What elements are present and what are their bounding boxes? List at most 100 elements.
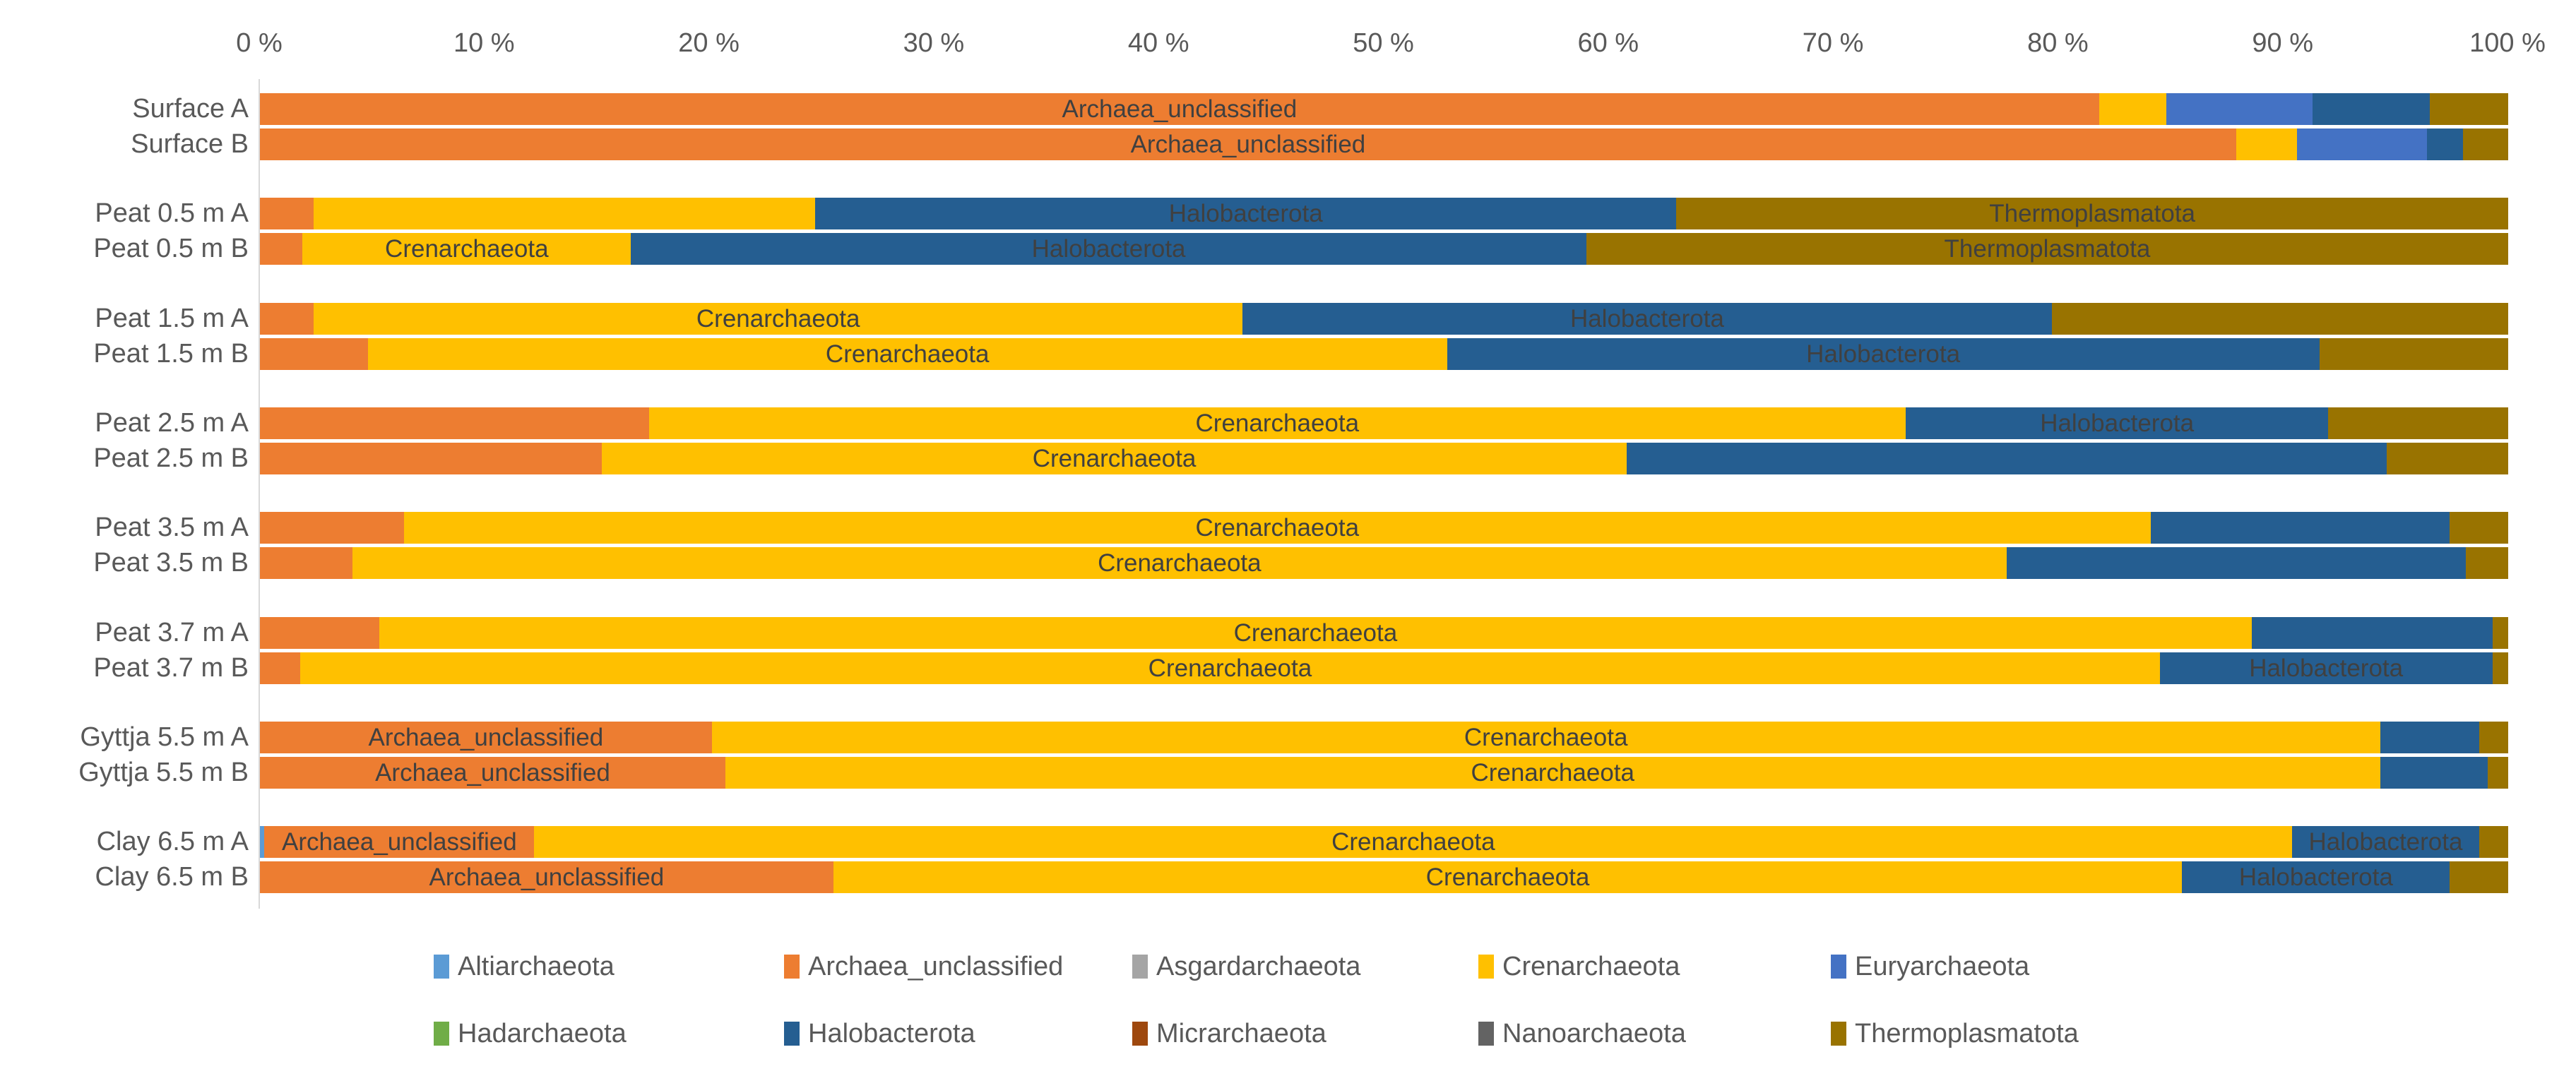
bar-segment-thermoplasmatota [2051,303,2508,335]
bar-surface-b: Archaea_unclassified [260,128,2508,160]
segment-data-label: Halobacterota [1569,305,1724,333]
bar-segment-crenarchaeota: Crenarchaeota [403,512,2151,544]
bar-segment-archaea_unclassified [260,547,352,579]
category-label: Peat 3.7 m A [95,618,249,647]
legend-item-asgardarchaeota: Asgardarchaeota [1132,950,1360,983]
legend-swatch-icon [1478,955,1494,979]
x-axis-tick-label: 40 % [1127,28,1189,58]
legend-swatch-icon [434,955,449,979]
legend-swatch-icon [1831,1022,1846,1046]
segment-data-label: Archaea_unclassified [281,828,517,856]
legend-label: Altiarchaeota [458,951,615,981]
bar-segment-thermoplasmatota [2488,757,2508,789]
legend-label: Asgardarchaeota [1156,951,1361,981]
bar-peat-1-5-m-b: Crenarchaeota Halobacterota [260,338,2508,370]
bar-segment-thermoplasmatota [2429,93,2508,125]
bar-segment-halobacterota [2380,722,2479,753]
x-axis-tick-label: 100 % [2469,28,2546,58]
bar-segment-crenarchaeota: Crenarchaeota [711,722,2380,753]
legend-swatch-icon [1132,955,1148,979]
bar-segment-halobacterota: Halobacterota [2159,652,2493,684]
segment-data-label: Halobacterota [1031,235,1186,263]
category-label: Peat 1.5 m B [93,339,249,369]
bar-segment-halobacterota: Halobacterota [815,198,1677,229]
bar-gyttja-5-5-m-b: Archaea_unclassified Crenarchaeota [260,757,2508,789]
segment-data-label: Halobacterota [2040,410,2195,437]
segment-data-label: Crenarchaeota [1471,759,1634,787]
bar-segment-altiarchaeota [260,826,265,858]
legend-label: Archaea_unclassified [808,951,1064,981]
segment-data-label: Archaea_unclassified [375,759,610,787]
segment-data-label: Crenarchaeota [1148,654,1312,682]
bar-segment-archaea_unclassified: Archaea_unclassified [260,861,833,893]
legend-label: Euryarchaeota [1855,951,2030,981]
segment-data-label: Thermoplasmatota [1944,235,2151,263]
bar-peat-3-5-m-b: Crenarchaeota [260,547,2508,579]
bar-segment-thermoplasmatota [2463,128,2508,160]
bar-segment-archaea_unclassified [260,233,303,265]
x-axis-tick-label: 60 % [1577,28,1639,58]
bar-segment-archaea_unclassified [260,617,379,649]
x-axis-tick-label: 50 % [1353,28,1414,58]
legend-item-archaea_unclassified: Archaea_unclassified [784,950,1063,983]
legend-item-halobacterota: Halobacterota [784,1017,975,1050]
segment-data-label: Thermoplasmatota [1989,200,2196,227]
category-label: Peat 3.5 m A [95,513,249,542]
x-axis-tick-label: 90 % [2252,28,2313,58]
x-axis-tick-label: 80 % [2027,28,2089,58]
bar-segment-halobacterota [2427,128,2464,160]
bar-segment-halobacterota: Halobacterota [2182,861,2450,893]
bar-segment-thermoplasmatota [2328,407,2508,439]
bar-clay-6-5-m-a: Archaea_unclassified Crenarchaeota Halobac… [260,826,2508,858]
legend-swatch-icon [784,1022,800,1046]
bar-peat-0-5-m-a: Halobacterota Thermoplasmatota [260,198,2508,229]
category-label: Peat 0.5 m A [95,198,249,228]
bar-peat-3-5-m-a: Crenarchaeota [260,512,2508,544]
x-axis-tick-label: 30 % [903,28,965,58]
segment-data-label: Crenarchaeota [1425,863,1590,891]
legend-item-altiarchaeota: Altiarchaeota [434,950,615,983]
segment-data-label: Halobacterota [2249,654,2404,682]
legend-swatch-icon [1478,1022,1494,1046]
segment-data-label: Archaea_unclassified [1130,131,1366,158]
bar-segment-crenarchaeota: Crenarchaeota [648,407,1906,439]
y-axis-line [259,79,260,909]
legend-label: Hadarchaeota [458,1018,627,1048]
bar-segment-archaea_unclassified [260,198,314,229]
segment-data-label: Crenarchaeota [1098,549,1262,577]
segment-data-label: Crenarchaeota [1464,724,1628,751]
bar-segment-thermoplasmatota: Thermoplasmatota [1676,198,2508,229]
segment-data-label: Halobacterota [1806,340,1961,368]
segment-data-label: Archaea_unclassified [368,724,604,751]
bar-segment-archaea_unclassified [260,338,368,370]
bar-segment-halobacterota [2313,93,2430,125]
bar-segment-crenarchaeota: Crenarchaeota [534,826,2293,858]
legend-label: Micrarchaeota [1156,1018,1326,1048]
bar-surface-a: Archaea_unclassified [260,93,2508,125]
bar-segment-archaea_unclassified [260,512,404,544]
x-axis-tick-label: 20 % [678,28,740,58]
bar-peat-0-5-m-b: Crenarchaeota Halobacterota Thermoplasmato… [260,233,2508,265]
bar-segment-crenarchaeota [2099,93,2167,125]
category-label: Peat 2.5 m B [93,443,249,473]
bar-segment-thermoplasmatota [2387,443,2508,474]
legend-item-micrarchaeota: Micrarchaeota [1132,1017,1326,1050]
category-label: Peat 2.5 m A [95,408,249,438]
bar-peat-2-5-m-a: Crenarchaeota Halobacterota [260,407,2508,439]
bar-segment-halobacterota [2380,757,2488,789]
bar-segment-halobacterota: Halobacterota [631,233,1586,265]
bar-segment-thermoplasmatota [2319,338,2508,370]
category-label: Clay 6.5 m A [96,827,249,856]
x-axis-tick-label: 0 % [236,28,283,58]
legend-swatch-icon [1132,1022,1148,1046]
bar-segment-thermoplasmatota [2492,652,2508,684]
category-label: Surface B [131,129,249,159]
category-label: Peat 1.5 m A [95,304,249,333]
legend-item-nanoarchaeota: Nanoarchaeota [1478,1017,1686,1050]
legend-item-euryarchaeota: Euryarchaeota [1831,950,2029,983]
segment-data-label: Crenarchaeota [385,235,549,263]
bar-segment-archaea_unclassified: Archaea_unclassified [260,128,2236,160]
segment-data-label: Archaea_unclassified [1062,95,1298,123]
bar-segment-archaea_unclassified: Archaea_unclassified [260,93,2099,125]
